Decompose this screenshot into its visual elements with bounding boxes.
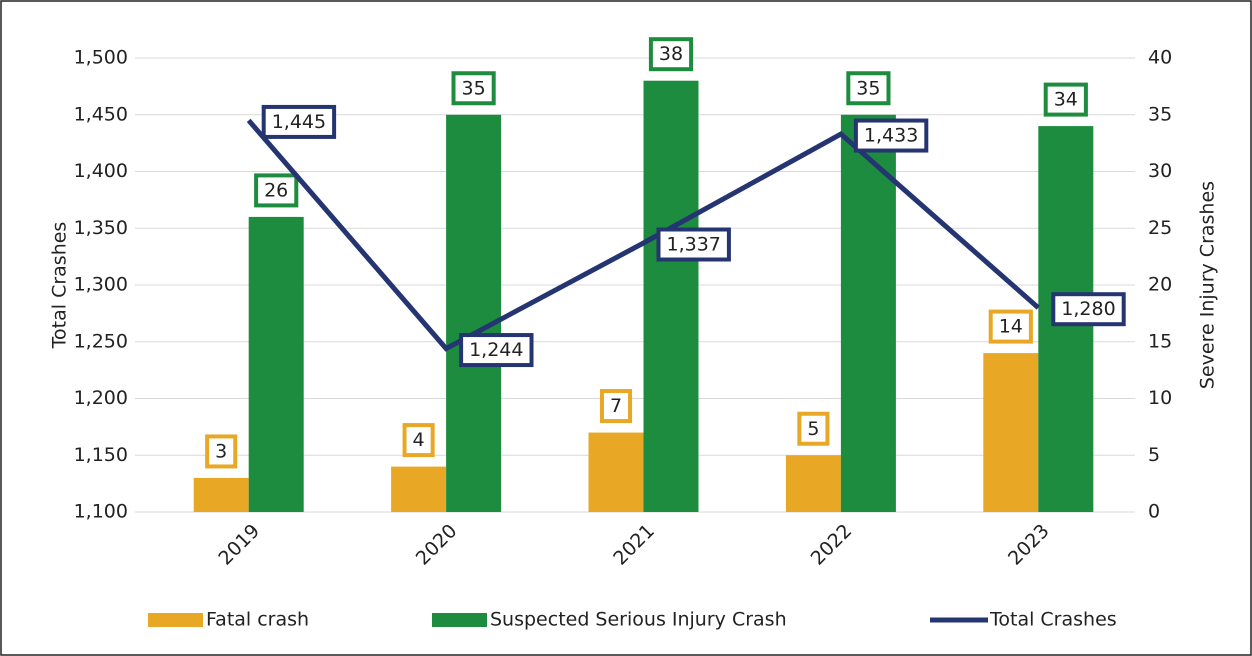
bar: [193, 477, 249, 512]
y2-axis-title: Severe Injury Crashes: [1197, 181, 1219, 389]
bar: [248, 216, 304, 512]
data-label-box: [599, 389, 633, 424]
legend-label: Fatal crash: [206, 609, 309, 631]
y2-tick-label: 15: [1148, 330, 1172, 352]
bar: [785, 455, 841, 512]
legend-label: Suspected Serious Injury Crash: [490, 609, 787, 631]
y2-tick-label: 25: [1148, 217, 1172, 239]
data-label-box: [846, 71, 891, 106]
data-label-box: [261, 104, 337, 139]
data-label: 1,280: [1061, 298, 1115, 320]
y2-tick-label: 20: [1148, 274, 1172, 296]
bar: [446, 114, 502, 512]
data-label-box: [1051, 292, 1126, 327]
bar: [983, 353, 1039, 512]
data-label: 35: [856, 77, 880, 99]
y-tick-label: 1,450: [74, 103, 128, 125]
bar: [588, 432, 644, 512]
y-axis-title: Total Crashes: [49, 222, 71, 350]
data-label: 7: [610, 395, 622, 417]
line: [246, 118, 1040, 352]
data-label-box: [1043, 82, 1088, 117]
legend-swatch: [148, 613, 203, 627]
data-label: 1,244: [469, 339, 523, 361]
data-label-box: [402, 423, 435, 458]
data-label: 14: [999, 316, 1023, 338]
data-label-box: [988, 309, 1033, 344]
y-tick-label: 1,400: [74, 160, 128, 182]
data-label-box: [205, 434, 238, 469]
data-label-box: [254, 173, 299, 208]
bar: [391, 466, 447, 512]
y2-tick-label: 30: [1148, 160, 1172, 182]
data-label: 38: [659, 43, 683, 65]
data-label: 1,445: [272, 111, 326, 133]
y-tick-label: 1,500: [74, 47, 128, 69]
y-tick-label: 1,200: [74, 387, 128, 409]
y-tick-label: 1,150: [74, 444, 128, 466]
data-label-box: [656, 227, 731, 262]
data-label: 5: [807, 418, 819, 440]
data-label-box: [451, 71, 496, 106]
data-label: 1,433: [864, 125, 918, 147]
legend-swatch: [432, 613, 487, 627]
bar: [840, 114, 896, 512]
y2-tick-label: 35: [1148, 103, 1172, 125]
bar: [643, 80, 699, 512]
data-label: 26: [264, 179, 288, 201]
data-label: 3: [215, 440, 227, 462]
y-tick-label: 1,350: [74, 217, 128, 239]
y-tick-label: 1,100: [74, 501, 128, 523]
data-label: 35: [462, 77, 486, 99]
data-label: 1,337: [667, 234, 721, 256]
y2-tick-label: 5: [1148, 444, 1160, 466]
y-tick-label: 1,250: [74, 330, 128, 352]
data-label-box: [648, 37, 694, 72]
data-label: 34: [1054, 89, 1078, 111]
data-label-box: [459, 333, 534, 368]
y-tick-label: 1,300: [74, 274, 128, 296]
legend-label: Total Crashes: [989, 609, 1117, 631]
data-label-box: [797, 411, 830, 446]
y2-tick-label: 0: [1148, 501, 1160, 523]
y2-tick-label: 40: [1148, 47, 1172, 69]
data-label: 4: [413, 429, 425, 451]
y2-tick-label: 10: [1148, 387, 1172, 409]
data-label-box: [853, 118, 929, 153]
